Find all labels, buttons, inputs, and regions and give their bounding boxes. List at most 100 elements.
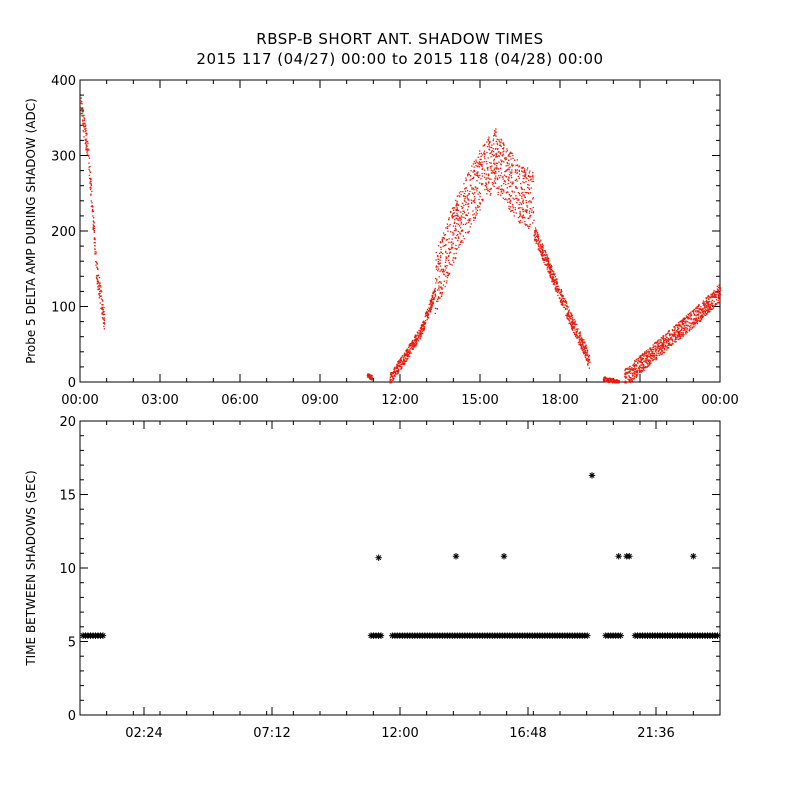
data-point xyxy=(545,260,547,262)
data-point xyxy=(83,122,85,124)
data-point xyxy=(493,132,496,134)
data-point xyxy=(488,190,491,193)
data-point xyxy=(389,382,391,384)
data-point xyxy=(577,328,579,330)
data-point xyxy=(474,198,476,200)
data-point xyxy=(700,318,702,320)
data-point xyxy=(655,349,657,352)
data-point xyxy=(413,345,415,347)
data-point xyxy=(665,335,667,337)
data-point xyxy=(522,175,524,177)
data-point xyxy=(486,145,489,148)
data-point xyxy=(414,335,416,338)
data-point xyxy=(471,188,473,190)
data-point xyxy=(98,297,100,299)
data-point xyxy=(456,202,458,205)
data-point xyxy=(718,284,720,286)
data-point xyxy=(510,200,512,202)
data-point xyxy=(522,177,524,180)
data-point xyxy=(508,167,510,169)
data-point xyxy=(509,195,511,197)
data-point xyxy=(659,339,661,341)
data-point xyxy=(554,284,556,286)
data-point xyxy=(482,198,484,200)
data-point xyxy=(89,182,91,184)
data-point xyxy=(480,178,482,180)
data-point xyxy=(668,347,670,349)
data-point xyxy=(526,206,529,208)
data-point xyxy=(648,365,650,367)
data-point xyxy=(522,208,525,210)
data-point xyxy=(438,281,441,283)
data-point xyxy=(409,345,411,347)
data-point xyxy=(456,200,458,203)
data-point xyxy=(423,326,426,328)
data-point xyxy=(97,280,99,282)
data-point xyxy=(526,224,528,226)
data-point xyxy=(554,273,556,275)
data-point xyxy=(410,342,412,345)
data-point xyxy=(482,200,484,202)
data-point xyxy=(402,360,405,362)
data-point xyxy=(475,208,477,210)
data-point xyxy=(671,334,674,337)
data-point xyxy=(477,171,479,173)
data-point xyxy=(535,241,538,243)
data-point xyxy=(719,286,721,288)
data-point xyxy=(92,206,94,208)
data-point xyxy=(561,300,564,303)
data-point xyxy=(451,264,453,266)
data-point xyxy=(688,328,690,330)
data-point xyxy=(672,343,674,345)
data-point xyxy=(97,282,99,284)
data-point xyxy=(707,301,710,303)
data-point xyxy=(434,312,436,315)
data-point xyxy=(719,294,721,296)
data-point xyxy=(499,167,502,169)
data-point xyxy=(666,349,668,351)
data-point xyxy=(488,141,491,143)
data-point xyxy=(574,322,576,324)
data-point xyxy=(611,380,613,382)
data-point xyxy=(584,342,586,344)
data-point xyxy=(499,144,502,146)
data-point xyxy=(573,326,575,328)
data-point xyxy=(514,186,517,188)
data-point xyxy=(643,369,645,371)
data-point xyxy=(99,295,102,297)
data-point xyxy=(398,369,400,372)
data-point xyxy=(90,182,92,185)
data-point xyxy=(445,259,447,261)
data-point xyxy=(675,324,677,326)
data-point xyxy=(639,365,641,367)
data-point xyxy=(672,330,674,332)
data-point xyxy=(667,342,669,344)
x-tick-label: 07:12 xyxy=(253,726,290,741)
data-point xyxy=(415,340,417,342)
data-point xyxy=(578,334,581,337)
data-point xyxy=(80,109,83,111)
data-point xyxy=(84,139,86,141)
data-point xyxy=(446,271,448,273)
data-point xyxy=(518,221,521,224)
data-point xyxy=(442,269,444,272)
data-point xyxy=(469,184,471,186)
data-point xyxy=(708,307,711,309)
data-point xyxy=(495,156,497,158)
data-point xyxy=(519,213,521,215)
data-point xyxy=(473,196,476,198)
data-point xyxy=(485,173,488,175)
data-point xyxy=(97,268,99,271)
data-point xyxy=(425,312,427,315)
data-point xyxy=(439,265,442,267)
data-point xyxy=(509,151,512,153)
data-point xyxy=(452,217,454,219)
data-point xyxy=(460,221,463,224)
data-point xyxy=(625,373,627,375)
data-point xyxy=(568,309,570,311)
data-point xyxy=(88,166,90,168)
data-point xyxy=(437,298,439,300)
data-point xyxy=(498,155,500,157)
data-point xyxy=(421,325,424,327)
data-point xyxy=(479,182,481,184)
